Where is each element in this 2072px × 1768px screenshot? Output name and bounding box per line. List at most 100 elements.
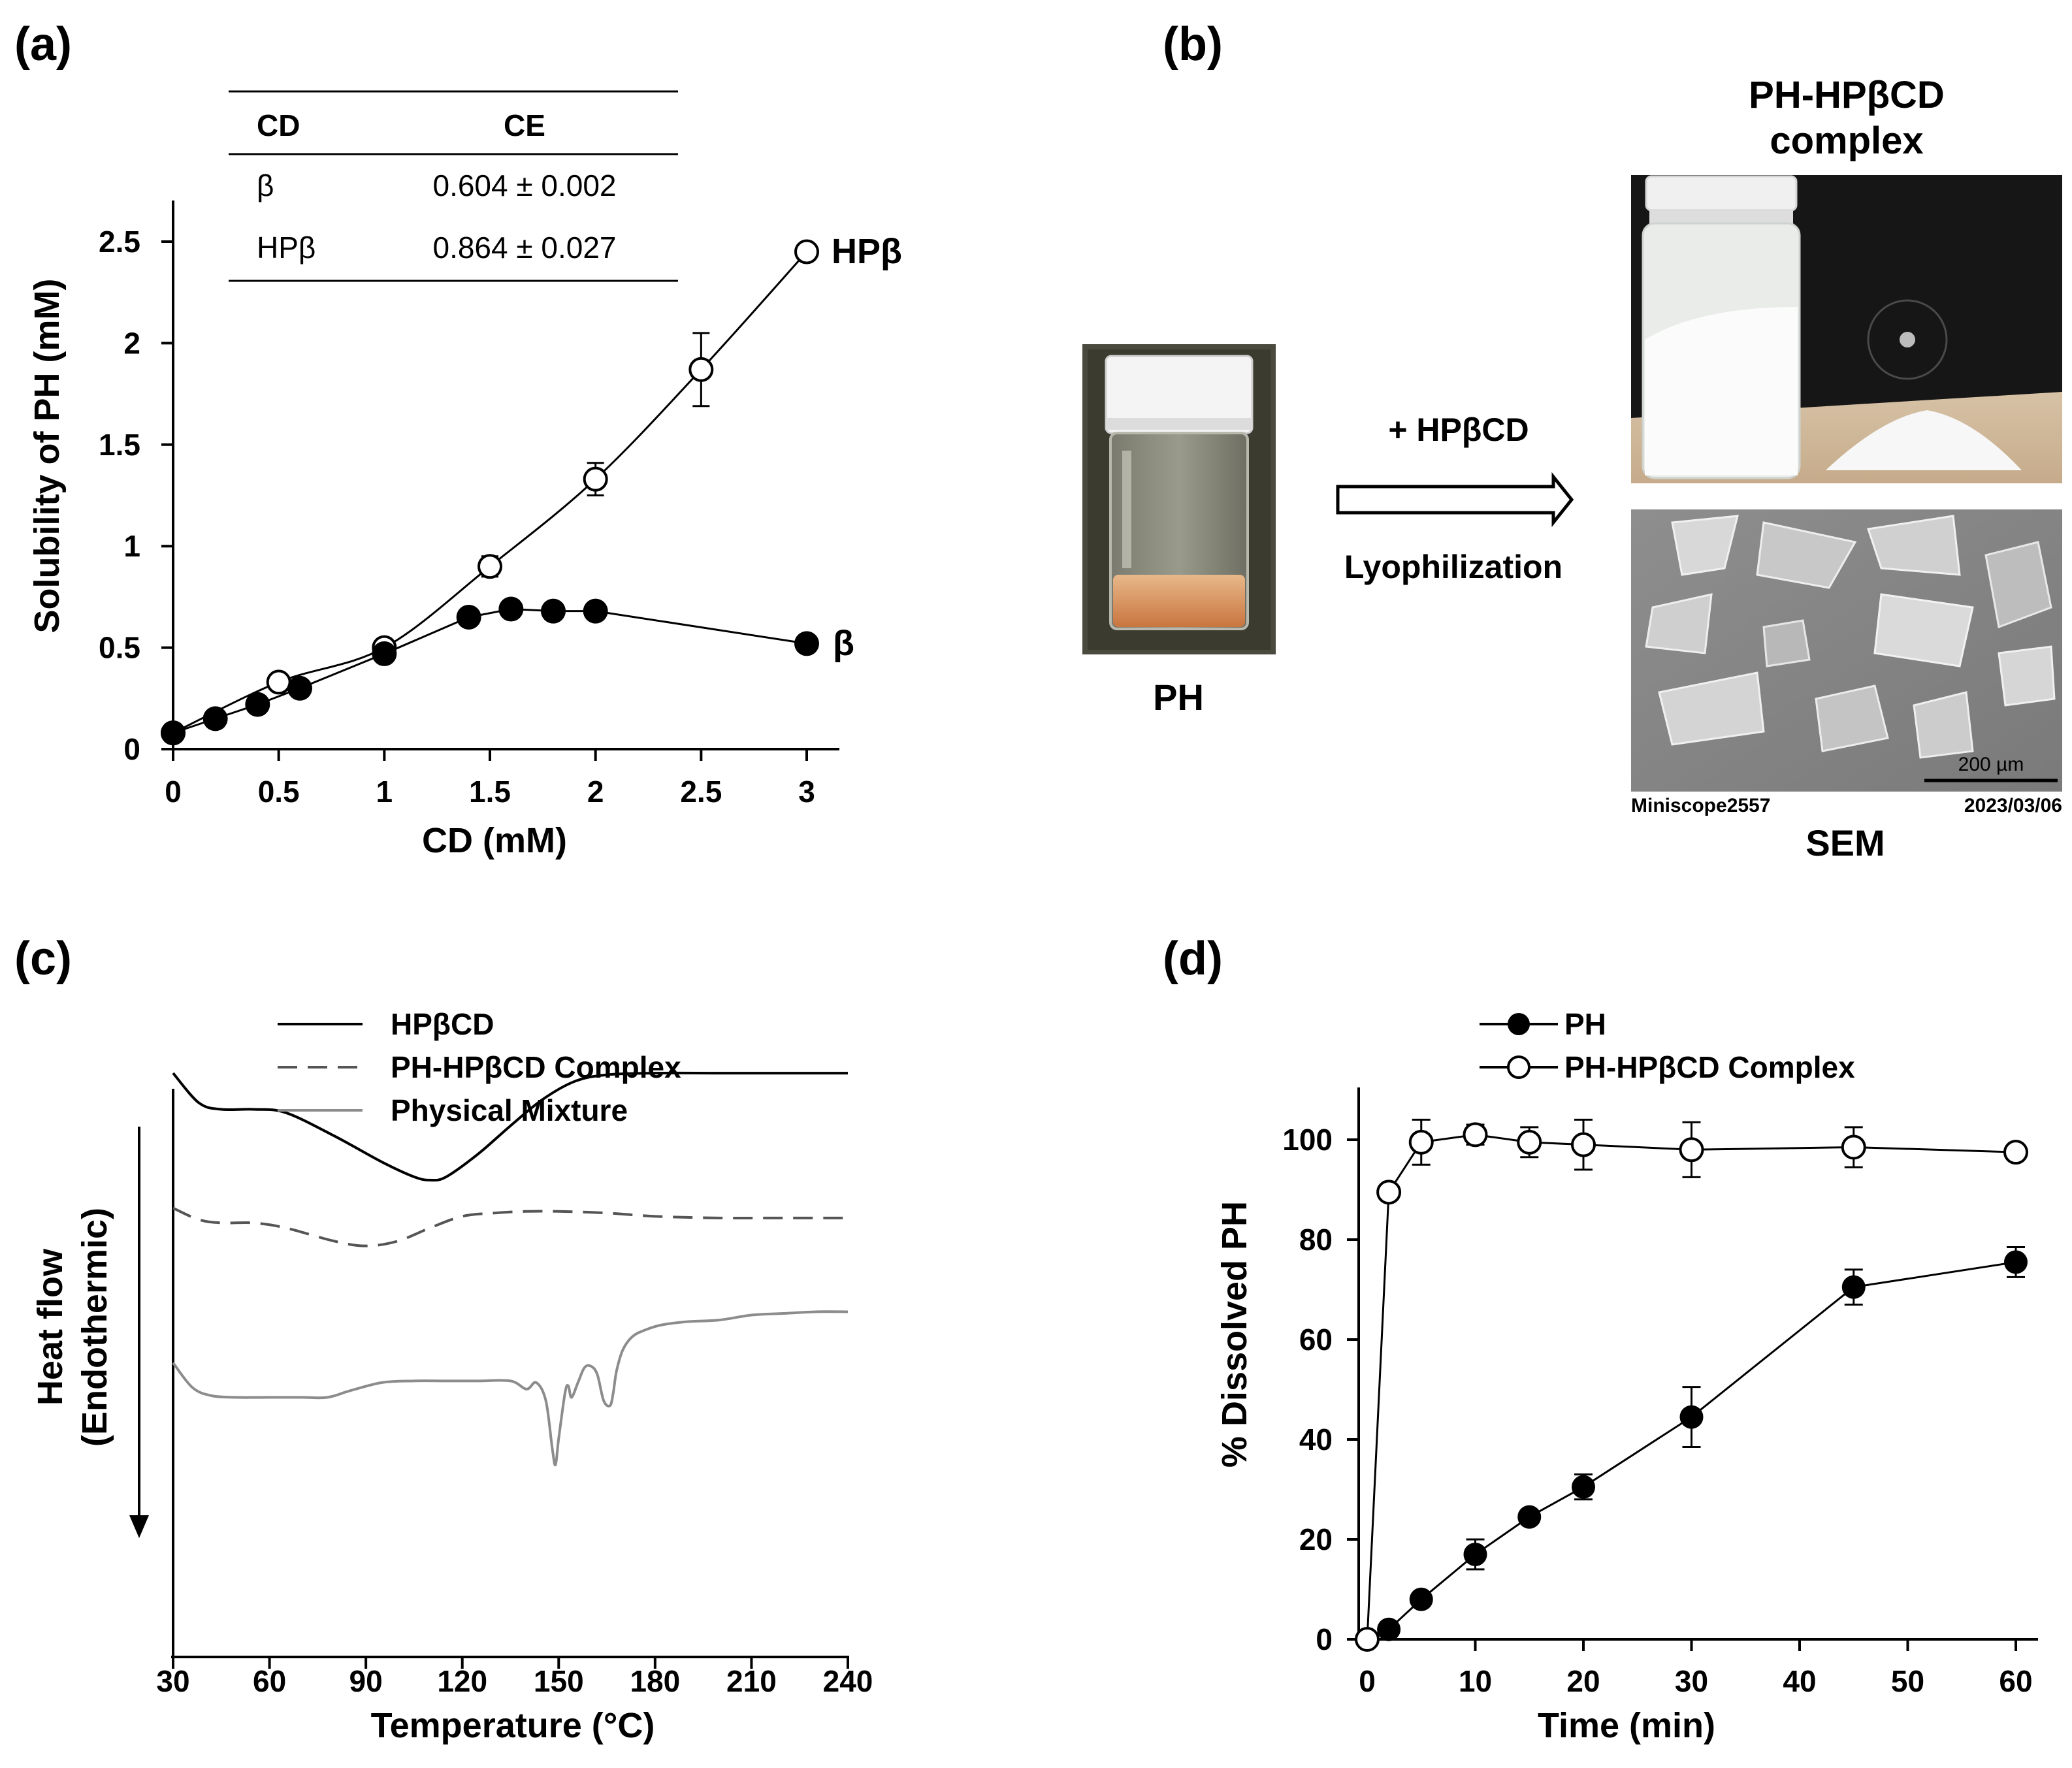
data-point-open xyxy=(1355,1627,1380,1652)
y-tick-label: 0 xyxy=(1316,1622,1333,1656)
data-point-open xyxy=(1376,1180,1402,1205)
x-tick-label: 60 xyxy=(1999,1664,2032,1698)
data-point-open xyxy=(583,466,608,492)
x-tick-label: 30 xyxy=(1675,1664,1708,1698)
process-label: Lyophilization xyxy=(1344,549,1562,585)
solubility-axes xyxy=(161,201,839,761)
data-point-filled xyxy=(1572,1475,1595,1499)
dsc-tick-labels: 30 60 90 120 150 180 210 240 xyxy=(156,1664,873,1698)
x-tick-label: 1 xyxy=(376,775,393,809)
legend-label: HPβCD xyxy=(391,1007,494,1041)
legend-label: PH-HPβCD Complex xyxy=(1564,1050,1855,1084)
y-tick-label: 2.5 xyxy=(99,225,140,259)
sem-date-label: 2023/03/06 xyxy=(1964,795,2062,816)
ph-vial-label: PH xyxy=(1153,677,1204,718)
preparation-scheme: PH + HPβCD Lyophilization PH-HPβCD compl… xyxy=(1082,74,2062,863)
dsc-x-axis-label: Temperature (°C) xyxy=(371,1706,655,1745)
x-tick-label: 60 xyxy=(253,1664,286,1698)
x-tick-label: 30 xyxy=(156,1664,189,1698)
dsc-curve xyxy=(172,1071,848,1182)
sem-scale-label: 200 µm xyxy=(1958,754,2024,775)
solubility-tick-labels: 0 0.5 1 1.5 2 2.5 3 0 0.5 1 1.5 2 2.5 xyxy=(99,225,815,809)
data-point-open xyxy=(688,357,714,382)
dsc-chart: 30 60 90 120 150 180 210 240 HPβCD PH-HPβCD Comp… xyxy=(31,1007,873,1745)
x-tick-label: 240 xyxy=(823,1664,873,1698)
y-tick-label: 1.5 xyxy=(99,428,140,462)
dissolution-tick-labels: 0 10 20 30 40 50 60 0 20 40 60 80 100 xyxy=(1282,1123,2032,1698)
data-point-filled xyxy=(583,598,608,624)
dissolution-chart: 0 10 20 30 40 50 60 0 20 40 60 80 100 PH PH-HPβCD Com… xyxy=(1215,1007,2038,1745)
dissolution-y-axis-label: % Dissolved PH xyxy=(1215,1201,1254,1468)
series-label-hpb: HPβ xyxy=(832,232,902,271)
y-tick-label: 0 xyxy=(123,732,140,766)
dsc-axes xyxy=(171,1089,849,1669)
x-tick-label: 50 xyxy=(1891,1664,1924,1698)
x-tick-label: 180 xyxy=(630,1664,680,1698)
x-tick-label: 0 xyxy=(165,775,182,809)
data-point-filled xyxy=(2004,1250,2028,1274)
solubility-series xyxy=(161,239,819,746)
series-line-hpbeta xyxy=(172,251,808,734)
x-tick-label: 2.5 xyxy=(680,775,722,809)
data-point-filled xyxy=(1409,1587,1433,1611)
y-tick-label: 1 xyxy=(123,529,140,563)
complex-powder-photo xyxy=(1631,175,2062,483)
y-tick-label: 60 xyxy=(1299,1323,1333,1357)
ce-table: CD CE β 0.604 ± 0.002 HPβ 0.864 ± 0.027 xyxy=(229,90,678,282)
data-point-filled xyxy=(794,631,819,656)
solubility-y-axis-label: Solubility of PH (mM) xyxy=(27,279,67,634)
data-point-filled xyxy=(287,675,312,701)
data-point-filled xyxy=(1517,1505,1542,1529)
data-point-filled xyxy=(456,604,481,630)
y-tick-label: 0.5 xyxy=(99,631,140,665)
legend-label: PH xyxy=(1564,1007,1606,1041)
data-point-open xyxy=(266,669,291,695)
data-point-filled xyxy=(1679,1405,1704,1429)
ce-table-header-cd: CD xyxy=(257,108,300,142)
solubility-chart: 0 0.5 1 1.5 2 2.5 3 0 0.5 1 1.5 2 2.5 CD (mM) Solubi… xyxy=(27,90,902,860)
x-tick-label: 1.5 xyxy=(469,775,511,809)
x-tick-label: 0 xyxy=(1359,1664,1376,1698)
x-tick-label: 90 xyxy=(349,1664,383,1698)
y-tick-label: 40 xyxy=(1299,1422,1333,1456)
series-line-beta xyxy=(172,608,807,734)
endothermic-arrow-icon xyxy=(129,1515,149,1538)
legend-label: Physical Mixture xyxy=(391,1093,628,1127)
sem-caption: SEM xyxy=(1805,822,1885,863)
panel-label-b: (b) xyxy=(1163,18,1223,71)
data-point-open xyxy=(1463,1122,1488,1148)
sem-image: 200 µm xyxy=(1631,509,2062,792)
y-tick-label: 100 xyxy=(1282,1123,1333,1157)
y-tick-label: 2 xyxy=(123,326,140,360)
y-tick-label: 20 xyxy=(1299,1522,1333,1556)
panel-label-c: (c) xyxy=(14,933,72,985)
data-point-filled xyxy=(161,720,186,746)
data-point-open xyxy=(794,239,819,265)
x-tick-label: 3 xyxy=(798,775,815,809)
dsc-curve xyxy=(172,1310,849,1467)
data-point-filled xyxy=(372,641,397,666)
data-point-open xyxy=(2003,1140,2028,1165)
panel-label-d: (d) xyxy=(1163,933,1223,985)
process-arrow-icon xyxy=(1336,472,1574,528)
dsc-y-axis-label-line1: Heat flow xyxy=(31,1248,70,1406)
dissolution-legend: PH PH-HPβCD Complex xyxy=(1480,1007,1855,1084)
dsc-curve xyxy=(172,1206,848,1247)
dissolution-x-axis-label: Time (min) xyxy=(1538,1706,1715,1745)
data-point-filled xyxy=(202,706,228,731)
x-tick-label: 150 xyxy=(534,1664,584,1698)
data-point-open xyxy=(1571,1132,1596,1157)
x-tick-label: 20 xyxy=(1566,1664,1600,1698)
dsc-y-axis-label-line2: (Endothermic) xyxy=(75,1208,114,1447)
reagent-label: + HPβCD xyxy=(1388,411,1529,448)
legend-marker-filled xyxy=(1508,1013,1530,1035)
ce-table-row1-ce: 0.604 ± 0.002 xyxy=(432,169,616,202)
data-point-open xyxy=(1517,1129,1542,1155)
data-point-open xyxy=(478,554,502,579)
dsc-legend: HPβCD PH-HPβCD Complex Physical Mixture xyxy=(278,1007,681,1127)
ce-table-row1-cd: β xyxy=(257,169,274,202)
data-point-open xyxy=(1841,1134,1866,1160)
dissolution-axes xyxy=(1347,1087,2038,1651)
data-point-filled xyxy=(1841,1275,1866,1299)
